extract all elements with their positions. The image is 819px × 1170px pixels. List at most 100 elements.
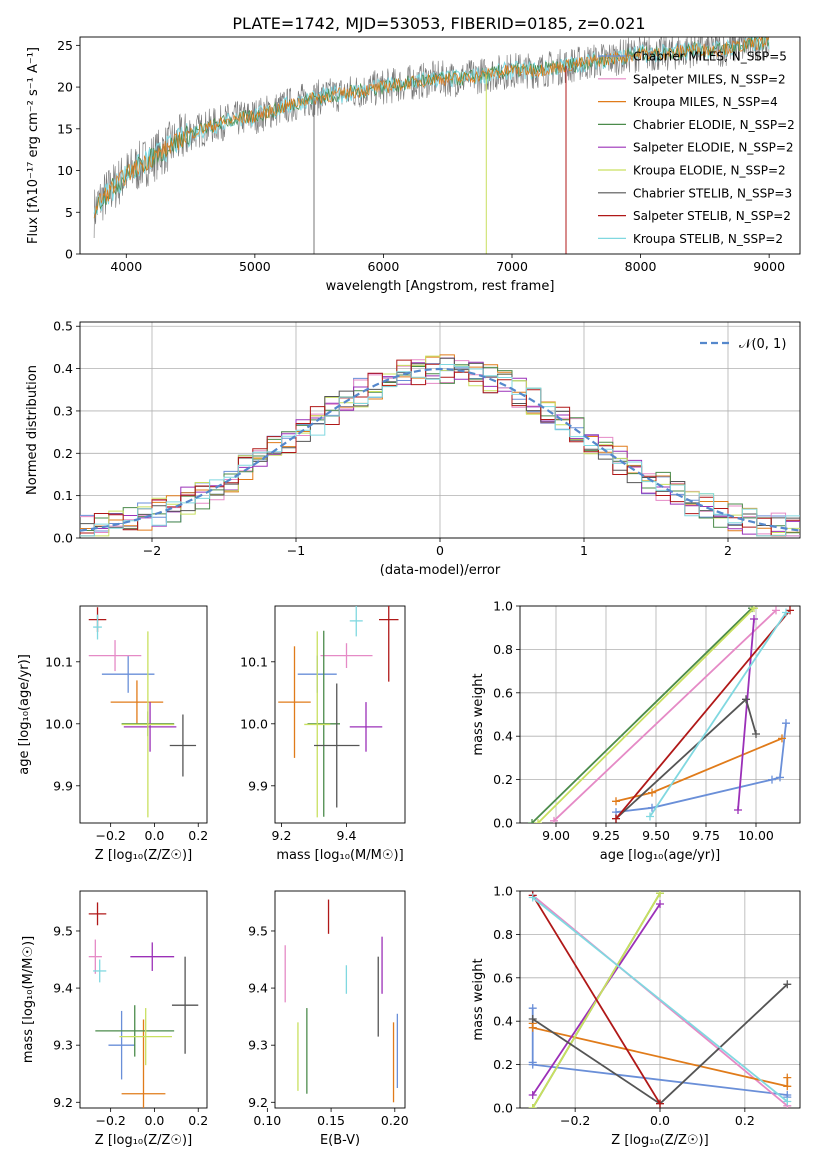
x-axis-label: mass [log₁₀(M/M☉)] bbox=[276, 848, 403, 863]
y-tick-label: 0.2 bbox=[493, 1057, 513, 1072]
y-tick-label: 0.0 bbox=[493, 1101, 513, 1116]
y-tick-label: 20 bbox=[57, 80, 73, 95]
x-axis-label: Z [log₁₀(Z/Z☉)] bbox=[95, 1133, 192, 1148]
x-tick-label: −0.2 bbox=[560, 1113, 590, 1128]
y-tick-label: 0.4 bbox=[493, 729, 513, 744]
weight-marker bbox=[783, 1097, 792, 1106]
plot-area bbox=[528, 606, 794, 823]
legend-entry: 𝒩(0, 1) bbox=[739, 337, 786, 352]
weight-line-8 bbox=[615, 609, 791, 820]
x-tick-label: 9.4 bbox=[337, 828, 357, 843]
y-tick-label: 9.9 bbox=[248, 778, 268, 793]
x-tick-label: 8000 bbox=[625, 259, 657, 274]
plot-area bbox=[528, 891, 792, 1108]
plot-area bbox=[88, 902, 199, 1108]
legend-entry: Salpeter STELIB, N_SSP=2 bbox=[633, 209, 791, 223]
weight-marker bbox=[528, 1060, 537, 1069]
weight-line-6 bbox=[537, 607, 755, 823]
weight-marker bbox=[783, 1082, 792, 1091]
y-tick-label: 0.8 bbox=[493, 927, 513, 942]
y-tick-label: 9.2 bbox=[53, 1095, 73, 1110]
mass-vs-EBV-panel: 0.10 0.15 0.20 9.2 9.3 9.4 9.5 E(B-V) bbox=[248, 890, 409, 1148]
weight-marker bbox=[768, 775, 776, 784]
y-tick-label: 10.0 bbox=[45, 716, 73, 731]
x-tick-label: 0.2 bbox=[188, 1113, 208, 1128]
legend-entry: Kroupa STELIB, N_SSP=2 bbox=[633, 232, 783, 246]
x-axis-label: wavelength [Angstrom, rest frame] bbox=[326, 279, 555, 294]
y-tick-label: 0.4 bbox=[53, 361, 73, 376]
x-tick-label: 7000 bbox=[496, 259, 528, 274]
y-tick-label: 0.0 bbox=[53, 531, 73, 546]
weight-marker bbox=[656, 1099, 664, 1108]
y-axis-label: mass [log₁₀(M/M☉)] bbox=[21, 936, 36, 1063]
plot-frame bbox=[79, 36, 801, 255]
plot-area bbox=[284, 899, 399, 1103]
spectrum-panel: 4000 5000 6000 7000 8000 9000 0 5 10 15 20 25 wavele… bbox=[26, 36, 801, 294]
legend-entry: Chabrier STELIB, N_SSP=3 bbox=[633, 186, 792, 200]
weight-marker bbox=[528, 1104, 537, 1108]
x-tick-label: 6000 bbox=[368, 259, 400, 274]
x-tick-label: 0 bbox=[436, 543, 444, 558]
y-tick-label: 10.0 bbox=[240, 716, 268, 731]
weight-marker bbox=[783, 1073, 792, 1082]
x-tick-label: 2 bbox=[724, 543, 732, 558]
x-axis-label: E(B-V) bbox=[320, 1133, 360, 1148]
weight-marker bbox=[734, 805, 742, 814]
y-axis-label: Flux [fλ10⁻¹⁷ erg cm⁻² s⁻¹ A⁻¹] bbox=[26, 47, 41, 244]
legend-entry: Salpeter MILES, N_SSP=2 bbox=[633, 72, 786, 86]
weight-vs-Z-panel: −0.2 0.0 0.2 0.0 0.2 0.4 0.6 0.8 1.0 Z [log₁₀(Z/Z… bbox=[471, 884, 801, 1148]
weight-marker bbox=[772, 606, 780, 615]
normal-curve bbox=[80, 367, 800, 532]
plot-frame bbox=[274, 890, 406, 1109]
weight-line-2 bbox=[553, 609, 777, 822]
weight-marker bbox=[528, 1023, 537, 1032]
x-tick-label: 1 bbox=[580, 543, 588, 558]
y-tick-label: 0.3 bbox=[53, 403, 73, 418]
x-tick-label: 0.15 bbox=[317, 1113, 345, 1128]
plot-area bbox=[278, 606, 399, 818]
weight-line-7 bbox=[615, 697, 757, 820]
x-tick-label: 9.75 bbox=[692, 828, 720, 843]
y-tick-label: 0.4 bbox=[493, 1014, 513, 1029]
x-tick-label: 10.00 bbox=[738, 828, 774, 843]
plot-area bbox=[80, 354, 800, 537]
weight-marker bbox=[776, 773, 784, 782]
weight-marker bbox=[528, 1090, 537, 1099]
y-tick-label: 9.4 bbox=[248, 981, 268, 996]
x-tick-label: 9.00 bbox=[542, 828, 570, 843]
weight-line-9 bbox=[649, 612, 787, 817]
y-tick-label: 15 bbox=[57, 121, 73, 136]
age-vs-mass-panel: 9.2 9.4 9.9 10.0 10.1 mass [log₁₀(M/M☉)] bbox=[240, 605, 406, 863]
y-axis-label: mass weight bbox=[471, 673, 486, 755]
x-tick-label: 9.50 bbox=[642, 828, 670, 843]
x-tick-label: 0.2 bbox=[735, 1113, 755, 1128]
legend-entry: Kroupa ELODIE, N_SSP=2 bbox=[633, 164, 786, 178]
age-vs-Z-panel: −0.2 0.0 0.2 9.9 10.0 10.1 Z [log₁₀(Z/Z☉)] age … bbox=[17, 605, 208, 863]
x-tick-label: 0.20 bbox=[381, 1113, 409, 1128]
weight-marker bbox=[782, 608, 790, 617]
x-tick-label: 0.0 bbox=[650, 1113, 670, 1128]
x-tick-label: 5000 bbox=[239, 259, 271, 274]
y-axis-label: mass weight bbox=[471, 958, 486, 1040]
y-tick-label: 0.6 bbox=[493, 685, 513, 700]
residuals-panel: −2 −1 0 1 2 0.0 0.1 0.2 0.3 0.4 0.5 (data-model)/er… bbox=[25, 319, 801, 578]
spectrum-line bbox=[93, 37, 770, 214]
weight-marker bbox=[752, 730, 760, 739]
y-tick-label: 0.1 bbox=[53, 488, 73, 503]
y-tick-label: 9.5 bbox=[53, 923, 73, 938]
plot-frame bbox=[79, 605, 208, 824]
x-tick-label: 0.10 bbox=[253, 1113, 281, 1128]
y-tick-label: 0.8 bbox=[493, 642, 513, 657]
weight-vs-age-panel: 9.00 9.25 9.50 9.75 10.00 0.0 0.2 0.4 0.6 0.8 1.0 a… bbox=[471, 599, 801, 863]
y-tick-label: 1.0 bbox=[493, 884, 513, 899]
weight-marker bbox=[778, 734, 786, 743]
plot-frame bbox=[519, 605, 801, 824]
y-tick-label: 9.3 bbox=[248, 1038, 268, 1053]
legend-entry: Chabrier ELODIE, N_SSP=2 bbox=[633, 118, 795, 132]
weight-marker bbox=[750, 615, 758, 624]
weight-marker bbox=[528, 819, 536, 823]
x-tick-label: 9.2 bbox=[272, 828, 292, 843]
weight-marker bbox=[750, 606, 758, 613]
plot-area bbox=[88, 607, 197, 818]
weight-line-9 bbox=[532, 896, 788, 1103]
